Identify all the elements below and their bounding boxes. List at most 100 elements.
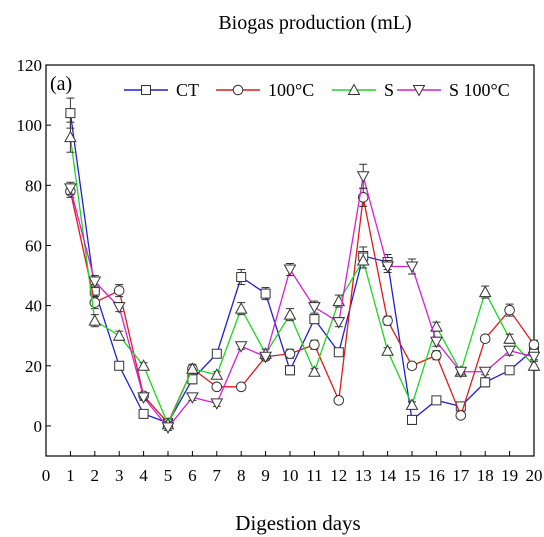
- data-point: [65, 108, 76, 119]
- data-point: [478, 285, 492, 298]
- y-tick-label: 100: [17, 116, 43, 135]
- data-point: [309, 339, 320, 351]
- y-tick-label: 120: [17, 56, 43, 75]
- x-tick-label: 4: [139, 466, 148, 485]
- data-point: [234, 341, 248, 353]
- data-point: [430, 336, 443, 349]
- data-point: [285, 365, 295, 376]
- plot-frame: [45, 64, 535, 457]
- x-tick-label: 14: [379, 466, 397, 485]
- y-axis-label: Biogas production (mL): [218, 12, 411, 34]
- data-point: [406, 360, 418, 372]
- panel-label: (a): [50, 73, 72, 95]
- data-point: [527, 351, 541, 364]
- data-point: [382, 315, 393, 326]
- data-point: [308, 302, 321, 314]
- data-point: [431, 349, 442, 361]
- data-point: [283, 308, 297, 320]
- x-axis-label: Digestion days: [235, 511, 360, 535]
- y-tick-label: 0: [34, 417, 43, 436]
- data-point: [455, 410, 467, 421]
- series-100-c: [65, 184, 540, 429]
- data-point: [504, 365, 515, 376]
- x-tick-label: 2: [91, 466, 100, 485]
- data-point: [333, 347, 344, 358]
- data-point: [284, 348, 296, 360]
- data-point: [504, 304, 515, 316]
- data-point: [113, 285, 125, 296]
- data-point: [260, 288, 271, 299]
- data-point: [234, 302, 248, 314]
- series-s: [64, 121, 541, 430]
- data-point: [88, 276, 102, 289]
- data-point: [211, 381, 223, 393]
- data-point: [405, 398, 419, 410]
- x-tick-label: 1: [66, 466, 75, 485]
- series-line: [69, 176, 535, 429]
- x-tick-label: 12: [330, 466, 347, 485]
- data-point: [431, 395, 442, 406]
- data-point: [381, 344, 394, 356]
- x-tick-label: 3: [115, 466, 124, 485]
- legend-marker: [347, 83, 361, 95]
- legend-item: 100°C: [216, 80, 314, 100]
- data-point: [186, 362, 199, 374]
- legend: CT 100°C S S 100°C: [124, 80, 510, 100]
- legend-marker: [141, 85, 151, 95]
- data-point: [210, 398, 224, 410]
- data-point: [112, 302, 126, 314]
- data-point: [64, 183, 77, 195]
- data-point: [137, 359, 150, 371]
- x-tick-label: 16: [428, 466, 445, 485]
- x-tick-label: 7: [213, 466, 222, 485]
- legend-item: S 100°C: [397, 80, 510, 100]
- x-tick-label: 6: [188, 466, 197, 485]
- data-point: [357, 192, 369, 203]
- legend-item: CT: [124, 80, 199, 100]
- data-point: [356, 171, 370, 183]
- data-point: [528, 339, 540, 351]
- data-point: [186, 392, 199, 404]
- legend-label: 100°C: [268, 80, 314, 100]
- data-point: [210, 368, 224, 380]
- data-point: [138, 408, 149, 419]
- x-tick-label: 9: [261, 466, 270, 485]
- data-point: [283, 264, 297, 277]
- legend-marker: [412, 85, 426, 97]
- data-point: [479, 333, 491, 345]
- y-tick-label: 40: [25, 297, 42, 316]
- data-point: [137, 392, 150, 404]
- data-point: [308, 365, 321, 377]
- data-point: [309, 314, 320, 325]
- x-tick-label: 17: [452, 466, 470, 485]
- data-point: [161, 422, 175, 434]
- data-point: [503, 345, 516, 358]
- data-point: [407, 414, 417, 425]
- series-s-100-c: [64, 163, 541, 434]
- data-point: [356, 253, 370, 266]
- data-point: [64, 130, 77, 143]
- data-point: [381, 261, 394, 274]
- series-ct: [65, 97, 539, 428]
- series-line: [69, 137, 535, 427]
- x-tick-label: 19: [501, 466, 518, 485]
- data-point: [480, 377, 491, 388]
- data-point: [114, 360, 125, 371]
- legend-label: CT: [176, 80, 199, 100]
- x-tick-label: 8: [237, 466, 246, 485]
- x-tick-label: 11: [306, 466, 322, 485]
- data-point: [333, 395, 345, 406]
- x-tick-label: 5: [164, 466, 173, 485]
- x-tick-label: 18: [477, 466, 494, 485]
- x-tick-label: 10: [282, 466, 299, 485]
- data-point: [235, 381, 247, 393]
- x-tick-label: 0: [42, 466, 51, 485]
- data-point: [236, 272, 247, 283]
- legend-item: S: [332, 80, 394, 100]
- data-point: [478, 366, 492, 379]
- data-point: [332, 317, 346, 329]
- data-point: [259, 351, 272, 364]
- y-tick-label: 60: [25, 236, 42, 255]
